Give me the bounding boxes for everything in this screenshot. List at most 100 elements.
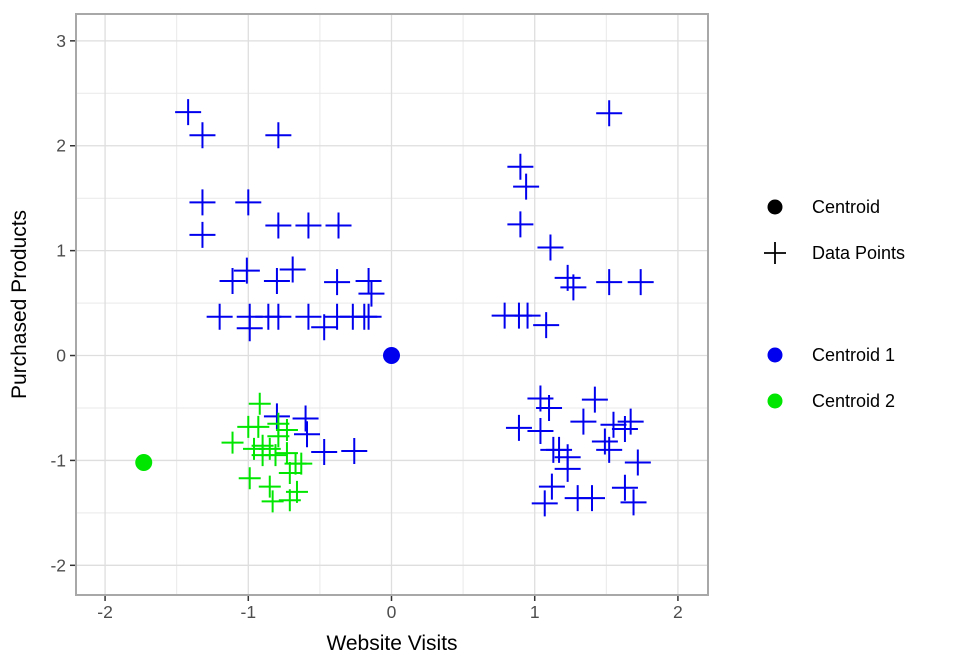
- x-axis-tick-label: 1: [530, 602, 540, 622]
- x-axis-tick-label: 0: [387, 602, 397, 622]
- data-points-cluster-1-point-cross: [513, 173, 540, 200]
- data-points-cluster-2-point-cross: [221, 431, 244, 454]
- data-points-cluster-1-point-cross: [265, 122, 292, 149]
- data-points-cluster-2-point-cross: [264, 444, 287, 467]
- data-points-cluster-2-series: [221, 392, 313, 513]
- data-points-cluster-1-point-cross: [189, 122, 216, 149]
- data-points-cluster-2-point-cross: [290, 452, 313, 475]
- y-axis-tick-label: -1: [50, 450, 66, 470]
- data-points-cluster-1-point-cross: [620, 489, 647, 516]
- data-points-cluster-1-point-cross: [611, 415, 638, 442]
- axis-ticks: [70, 40, 679, 601]
- data-points-cluster-1-point-cross: [533, 312, 560, 339]
- data-points-cluster-1-point-cross: [189, 221, 216, 248]
- y-axis-tick-label: 2: [56, 136, 66, 156]
- data-points-cluster-1-point-cross: [514, 302, 541, 329]
- data-points-cluster-1-point-cross: [236, 315, 263, 342]
- data-points-cluster-1-point-cross: [505, 414, 532, 441]
- data-points-cluster-1-point-cross: [596, 100, 623, 127]
- data-points-cluster-1-point-cross: [265, 212, 292, 239]
- data-points-cluster-1-point-cross: [355, 268, 382, 295]
- y-axis-tick-label: 3: [56, 31, 66, 51]
- data-points-cluster-1-point-cross: [624, 449, 651, 476]
- legend-centroid-dot-icon: [767, 199, 783, 215]
- data-points-cluster-1-point-cross: [235, 189, 262, 216]
- data-points-cluster-1-point-cross: [263, 268, 290, 295]
- data-points-cluster-1-point-cross: [219, 268, 246, 295]
- legend-data-points-cross-icon: [764, 242, 786, 264]
- data-points-cluster-1-point-cross: [233, 257, 260, 284]
- data-points-cluster-1-point-cross: [560, 274, 587, 301]
- gridlines-major: [76, 14, 708, 595]
- data-points-cluster-2-point-cross: [258, 475, 281, 498]
- data-points-cluster-1-point-cross: [578, 485, 605, 512]
- data-points-cluster-1-point-cross: [295, 303, 322, 330]
- data-points-cluster-1-point-cross: [611, 474, 638, 501]
- legend-group-2: Centroid 1 Centroid 2: [767, 345, 895, 411]
- y-axis-tick-label: -2: [50, 555, 66, 575]
- legend-entry-centroid-2: Centroid 2: [767, 391, 895, 411]
- x-axis-tick-label: -2: [97, 602, 113, 622]
- legend-entry-data-points: Data Points: [764, 242, 905, 264]
- data-points-cluster-2-point-cross: [278, 489, 301, 512]
- data-points-cluster-1-point-cross: [263, 403, 290, 430]
- data-points-cluster-1-point-cross: [294, 421, 321, 448]
- data-points-cluster-1-point-cross: [175, 99, 202, 126]
- data-points-cluster-2-point-cross: [238, 467, 261, 490]
- data-points-cluster-2-point-cross: [275, 442, 298, 465]
- data-points-cluster-1-point-cross: [536, 394, 563, 421]
- legend: Centroid Data Points Centroid 1 Centroid 2: [764, 197, 905, 411]
- legend-label-centroid-2: Centroid 2: [812, 391, 895, 411]
- data-points-cluster-1-point-cross: [358, 280, 385, 307]
- data-points-cluster-1-point-cross: [265, 303, 292, 330]
- centroid-1-series: [382, 347, 400, 365]
- legend-entry-centroid: Centroid: [767, 197, 880, 217]
- data-points-cluster-1-point-cross: [311, 439, 338, 466]
- x-axis-tick-label: 2: [673, 602, 683, 622]
- data-points-cluster-1-point-cross: [527, 418, 554, 445]
- data-points-cluster-1-point-cross: [531, 490, 558, 517]
- data-points-cluster-1-point-cross: [507, 153, 534, 180]
- data-points-cluster-1-point-cross: [292, 405, 319, 432]
- data-points-cluster-1-point-cross: [355, 303, 382, 330]
- data-points-cluster-1-point-cross: [311, 314, 338, 341]
- y-axis-tick-label: 0: [56, 346, 66, 366]
- legend-label-centroid: Centroid: [812, 197, 880, 217]
- data-points-cluster-1-point-cross: [581, 386, 608, 413]
- legend-centroid-2-dot-icon: [767, 393, 783, 409]
- y-axis-tick-label: 1: [56, 241, 66, 261]
- centroid-1-point-dot: [382, 347, 400, 365]
- data-points-cluster-2-point-cross: [275, 419, 298, 442]
- x-axis-title: Website Visits: [326, 632, 457, 655]
- x-axis-tick-label: -1: [241, 602, 257, 622]
- data-points-cluster-2-point-cross: [248, 392, 271, 415]
- data-points-cluster-1-point-cross: [507, 211, 534, 238]
- legend-entry-centroid-1: Centroid 1: [767, 345, 895, 365]
- data-points-cluster-1-point-cross: [538, 473, 565, 500]
- data-points-cluster-1-point-cross: [325, 212, 352, 239]
- data-points-cluster-1-point-cross: [627, 269, 654, 296]
- data-points-cluster-1-point-cross: [341, 437, 368, 464]
- data-points-cluster-1-point-cross: [554, 455, 581, 482]
- data-points-cluster-2-point-cross: [267, 425, 290, 448]
- data-points-cluster-1-series: [175, 99, 654, 517]
- data-points-cluster-1-point-cross: [324, 269, 351, 296]
- data-points-cluster-1-point-cross: [537, 234, 564, 261]
- data-points-cluster-2-point-cross: [247, 415, 270, 438]
- data-points-cluster-1-point-cross: [596, 436, 623, 463]
- data-points-cluster-1-point-cross: [279, 256, 306, 283]
- data-points-cluster-1-point-cross: [600, 411, 627, 438]
- legend-group-1: Centroid Data Points: [764, 197, 905, 264]
- data-points-cluster-1-point-cross: [295, 212, 322, 239]
- data-points-cluster-2-point-cross: [261, 490, 284, 513]
- data-points-cluster-2-point-cross: [278, 462, 301, 485]
- data-points-cluster-1-point-cross: [189, 189, 216, 216]
- data-points-cluster-1-point-cross: [596, 269, 623, 296]
- legend-centroid-1-dot-icon: [767, 347, 783, 363]
- legend-label-centroid-1: Centroid 1: [812, 345, 895, 365]
- legend-label-data-points: Data Points: [812, 243, 905, 263]
- centroid-2-point-dot: [135, 454, 153, 472]
- centroid-2-series: [135, 454, 153, 472]
